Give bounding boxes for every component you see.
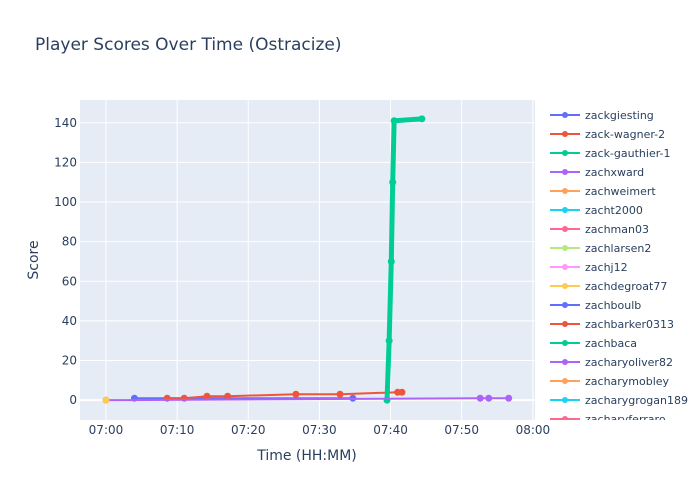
legend-label: zachdegroat77 xyxy=(585,280,667,293)
data-point xyxy=(102,396,110,404)
y-tick-label: 40 xyxy=(62,314,77,328)
data-point xyxy=(418,115,426,123)
legend-item[interactable]: zachboulb xyxy=(550,299,641,312)
data-point xyxy=(398,388,406,396)
legend-label: zachxward xyxy=(585,166,644,179)
chart-title: Player Scores Over Time (Ostracize) xyxy=(35,35,342,55)
y-tick-label: 60 xyxy=(62,274,77,288)
legend-label: zacharyferraro xyxy=(585,413,666,426)
y-tick-label: 80 xyxy=(62,235,77,249)
y-tick-label: 100 xyxy=(54,195,77,209)
legend-label: zachbarker0313 xyxy=(585,318,674,331)
plot-area[interactable] xyxy=(80,100,535,420)
legend-label: zachbaca xyxy=(585,337,637,350)
legend-dot-marker xyxy=(562,397,568,403)
legend-dot-marker xyxy=(562,359,568,365)
legend-dot-marker xyxy=(562,169,568,175)
y-tick-label: 0 xyxy=(69,393,77,407)
legend-dot-marker xyxy=(562,188,568,194)
legend-label: zack-wagner-2 xyxy=(585,128,665,141)
legend-label: zack-gauthier-1 xyxy=(585,147,671,160)
data-point xyxy=(505,394,513,402)
legend-label: zachlarsen2 xyxy=(585,242,651,255)
y-tick-label: 120 xyxy=(54,155,77,169)
series-zachdegroat77 xyxy=(102,396,110,404)
legend-item[interactable]: zachdegroat77 xyxy=(550,280,667,293)
legend-label: zachman03 xyxy=(585,223,649,236)
legend-dot-marker xyxy=(562,131,568,137)
legend-item[interactable]: zachbaca xyxy=(550,337,637,350)
legend-item[interactable]: zachweimert xyxy=(550,185,656,198)
series-line xyxy=(105,397,509,402)
legend-item[interactable]: zack-gauthier-1 xyxy=(550,147,671,160)
legend-label: zacharymobley xyxy=(585,375,670,388)
data-point xyxy=(476,394,484,402)
legend-label: zachj12 xyxy=(585,261,628,274)
legend-dot-marker xyxy=(562,283,568,289)
legend-dot-marker xyxy=(562,340,568,346)
data-point xyxy=(336,390,344,398)
legend-dot-marker xyxy=(562,245,568,251)
data-point xyxy=(390,117,398,125)
series-line xyxy=(384,116,423,401)
y-tick-label: 20 xyxy=(62,354,77,368)
legend-item[interactable]: zacharygrogan189 xyxy=(550,394,688,407)
series-zack-gauthier-1 xyxy=(383,115,426,404)
legend-dot-marker xyxy=(562,321,568,327)
legend-dot-marker xyxy=(562,378,568,384)
legend-item[interactable]: zack-wagner-2 xyxy=(550,128,665,141)
legend-item[interactable]: zackgiesting xyxy=(550,109,654,122)
legend-item[interactable]: zacharyferraro xyxy=(550,413,666,426)
legend-dot-marker xyxy=(562,416,568,420)
legend-dot-marker xyxy=(562,226,568,232)
x-tick-label: 07:50 xyxy=(444,423,479,437)
legend-label: zacharyoliver82 xyxy=(585,356,673,369)
x-tick-label: 07:10 xyxy=(160,423,195,437)
x-axis-label: Time (HH:MM) xyxy=(256,448,357,464)
legend-item[interactable]: zacht2000 xyxy=(550,204,643,217)
data-point xyxy=(385,337,393,345)
legend-dot-marker xyxy=(562,112,568,118)
legend-label: zachboulb xyxy=(585,299,641,312)
legend-item[interactable]: zacharyoliver82 xyxy=(550,356,673,369)
legend-label: zachweimert xyxy=(585,185,656,198)
data-point xyxy=(387,257,395,265)
legend-dot-marker xyxy=(562,207,568,213)
legend-dot-marker xyxy=(562,302,568,308)
legend-label: zacharygrogan189 xyxy=(585,394,688,407)
legend-dot-marker xyxy=(562,150,568,156)
x-tick-label: 07:30 xyxy=(302,423,337,437)
legend-label: zackgiesting xyxy=(585,109,654,122)
x-tick-label: 08:00 xyxy=(516,423,551,437)
data-point xyxy=(292,390,300,398)
legend-item[interactable]: zachbarker0313 xyxy=(550,318,674,331)
legend-item[interactable]: zacharymobley xyxy=(550,375,670,388)
data-point xyxy=(485,394,493,402)
y-axis-label: Score xyxy=(26,240,42,279)
legend-item[interactable]: zachxward xyxy=(550,166,644,179)
x-tick-label: 07:00 xyxy=(89,423,124,437)
legend-item[interactable]: zachlarsen2 xyxy=(550,242,651,255)
data-point xyxy=(224,392,232,400)
legend-item[interactable]: zachman03 xyxy=(550,223,649,236)
data-point xyxy=(389,178,397,186)
legend-label: zacht2000 xyxy=(585,204,643,217)
legend-dot-marker xyxy=(562,264,568,270)
data-point xyxy=(203,392,211,400)
y-tick-label: 140 xyxy=(54,116,77,130)
legend-item[interactable]: zachj12 xyxy=(550,261,628,274)
x-tick-label: 07:20 xyxy=(231,423,266,437)
x-tick-label: 07:40 xyxy=(373,423,408,437)
